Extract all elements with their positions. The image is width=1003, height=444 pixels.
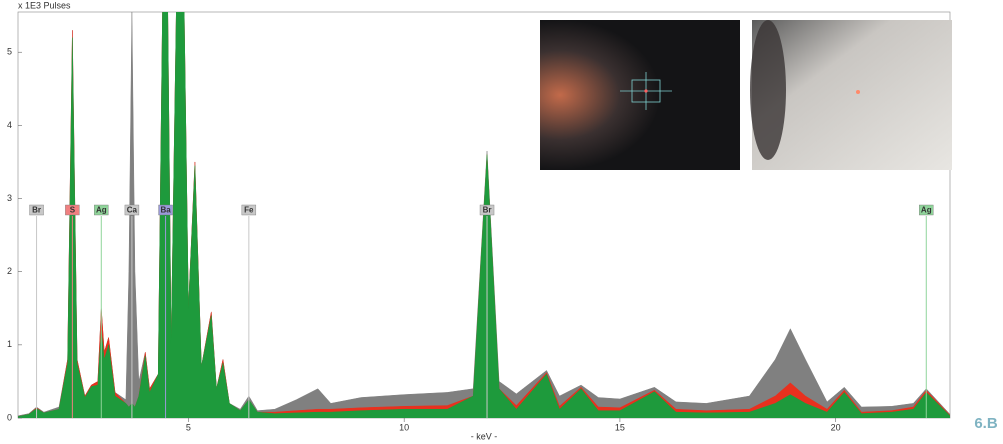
y-tick-label: 5 (7, 47, 12, 57)
figure-label: 6.B (974, 415, 998, 432)
y-tick-label: 3 (7, 193, 12, 203)
x-tick-label: 10 (399, 422, 409, 432)
y-tick-label: 2 (7, 266, 12, 276)
element-tag (919, 204, 934, 216)
element-tag (124, 204, 140, 216)
shadow (750, 20, 786, 160)
element-label: Ba (160, 206, 171, 215)
element-tag (158, 204, 173, 216)
element-label: Ca (127, 206, 138, 215)
y-tick-label: 0 (7, 412, 12, 422)
inset-photo-2 (750, 20, 952, 170)
element-label: Ag (921, 206, 932, 215)
inset-photo-1 (540, 20, 740, 170)
element-tag (94, 204, 109, 216)
x-tick-label: 5 (186, 422, 191, 432)
x-tick-label: 20 (831, 422, 841, 432)
element-tag (241, 204, 257, 216)
y-tick-label: 1 (7, 339, 12, 349)
x-tick-label: 15 (615, 422, 625, 432)
element-label: Fe (244, 206, 254, 215)
y-tick-label: 4 (7, 120, 12, 130)
x-axis-title: - keV - (471, 431, 498, 441)
element-tag (29, 204, 44, 216)
spot (856, 90, 860, 94)
photo (540, 20, 740, 170)
element-label: Br (32, 206, 41, 215)
element-label: Ag (96, 206, 107, 215)
element-tag (65, 204, 80, 216)
element-label: Br (483, 206, 492, 215)
element-tag (479, 204, 495, 216)
spot (644, 89, 648, 93)
y-axis-title: x 1E3 Pulses (18, 0, 71, 10)
element-label: S (70, 206, 76, 215)
